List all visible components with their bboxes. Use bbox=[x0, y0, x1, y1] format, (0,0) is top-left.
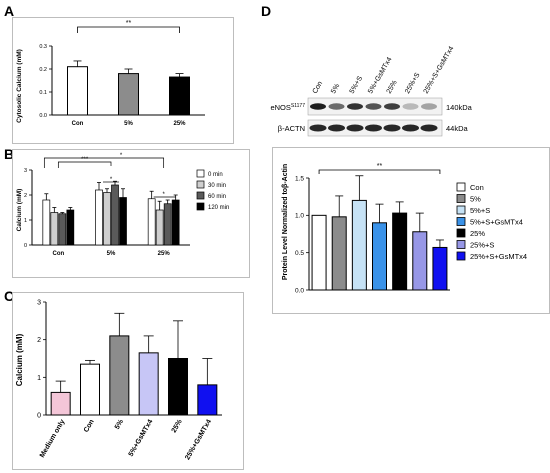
significance-label: * bbox=[162, 192, 165, 198]
panel-letter-d: D bbox=[261, 3, 272, 19]
blot-band-actn bbox=[309, 124, 327, 132]
significance-bracket bbox=[57, 161, 112, 168]
bar bbox=[311, 214, 327, 291]
panel-letter-a: A bbox=[4, 3, 15, 19]
y-tick-label: 3 bbox=[37, 299, 41, 306]
legend-swatch bbox=[456, 228, 466, 238]
y-tick-label: 3 bbox=[24, 168, 27, 174]
chart-a-frame bbox=[12, 17, 234, 144]
legend-label: 5%+S+GsMTx4 bbox=[470, 218, 523, 227]
chart-c-ylabel: Calcium (mM) bbox=[15, 333, 24, 386]
category-label: 5% bbox=[114, 418, 126, 431]
legend-swatch bbox=[456, 217, 466, 226]
chart-a-ylabel: Cytosolic Calcium (mM) bbox=[16, 49, 23, 123]
legend-swatch bbox=[196, 169, 205, 178]
bar bbox=[351, 199, 367, 291]
significance-label: ** bbox=[377, 163, 383, 170]
blot-band-enos bbox=[384, 103, 400, 110]
significance-label: * bbox=[110, 177, 113, 183]
y-tick-label: 1.0 bbox=[295, 213, 304, 220]
y-tick-label: 1 bbox=[24, 218, 27, 224]
legend-label: 25%+S bbox=[470, 241, 494, 250]
legend-label: 0 min bbox=[208, 172, 223, 178]
y-tick-label: 1.5 bbox=[295, 175, 304, 182]
y-tick-label: 0.3 bbox=[39, 44, 47, 50]
blot-row2-label: β-ACTN bbox=[278, 124, 305, 133]
y-tick-label: 0.2 bbox=[39, 67, 47, 73]
bar bbox=[331, 216, 347, 291]
y-tick-label: 0 bbox=[24, 243, 27, 249]
y-tick-label: 2 bbox=[24, 193, 27, 199]
blot-band-actn bbox=[383, 124, 401, 132]
y-tick-label: 0.0 bbox=[295, 287, 304, 294]
bar bbox=[372, 222, 387, 291]
blot-row1-label: eNOSS1177 bbox=[270, 103, 305, 112]
legend-label: 5% bbox=[470, 195, 481, 204]
blot-row2-size: 44kDa bbox=[446, 124, 469, 133]
category-label: 25% bbox=[173, 121, 186, 127]
legend-swatch bbox=[456, 205, 466, 215]
blot-band-enos bbox=[310, 103, 326, 110]
significance-label: * bbox=[120, 153, 123, 159]
panel-letter-b: B bbox=[4, 146, 15, 162]
category-label: 5% bbox=[124, 121, 133, 127]
blot-band-actn bbox=[328, 124, 345, 132]
significance-bracket bbox=[318, 169, 441, 174]
bar bbox=[432, 246, 448, 291]
legend-swatch bbox=[196, 191, 205, 200]
legend-label: 25%+S+GsMTx4 bbox=[470, 252, 527, 261]
bar bbox=[392, 212, 408, 291]
panel-letter-c: C bbox=[4, 288, 15, 304]
y-tick-label: 0 bbox=[37, 412, 41, 419]
blot-band-actn bbox=[420, 124, 438, 132]
blot-band-enos bbox=[328, 103, 345, 110]
category-label: Con bbox=[72, 121, 84, 127]
category-label: 5% bbox=[107, 251, 116, 257]
blot-band-actn bbox=[402, 124, 419, 132]
legend-label: 60 min bbox=[208, 194, 226, 200]
blot-band-enos bbox=[402, 103, 419, 110]
blot-band-actn bbox=[365, 124, 382, 132]
y-tick-label: 2 bbox=[37, 337, 41, 344]
y-tick-label: 0.0 bbox=[39, 113, 47, 119]
y-tick-label: 0.1 bbox=[39, 90, 47, 96]
blot-band-enos bbox=[421, 103, 437, 110]
legend-swatch bbox=[456, 194, 466, 203]
y-tick-label: 1 bbox=[37, 375, 41, 382]
blot-band-actn bbox=[346, 124, 364, 132]
chart-d-ylabel: Protein Level Normalized toβ-Actin bbox=[282, 164, 289, 280]
significance-label: ** bbox=[126, 20, 132, 27]
legend-label: Con bbox=[470, 183, 484, 192]
significance-label: *** bbox=[81, 157, 89, 163]
legend-swatch bbox=[196, 202, 205, 211]
bar bbox=[412, 231, 428, 291]
blot-band-enos bbox=[365, 103, 382, 110]
blot-row1-size: 140kDa bbox=[446, 103, 473, 112]
legend-swatch bbox=[456, 240, 466, 249]
legend-label: 120 min bbox=[208, 205, 229, 211]
blot-band-enos bbox=[347, 103, 363, 110]
chart-b-ylabel: Calcium (mM) bbox=[16, 189, 23, 232]
significance-bracket bbox=[77, 26, 180, 33]
category-label: Con bbox=[52, 251, 64, 257]
legend-swatch bbox=[456, 182, 466, 192]
blot-lane-label: 5% bbox=[330, 83, 341, 95]
category-label: 25% bbox=[158, 251, 171, 257]
legend-label: 5%+S bbox=[470, 206, 490, 215]
significance-bracket bbox=[43, 157, 165, 168]
legend-label: 25% bbox=[470, 229, 485, 238]
y-tick-label: 0.5 bbox=[295, 250, 304, 257]
legend-swatch bbox=[456, 251, 466, 261]
legend-label: 30 min bbox=[208, 183, 226, 189]
legend-swatch bbox=[196, 180, 205, 189]
